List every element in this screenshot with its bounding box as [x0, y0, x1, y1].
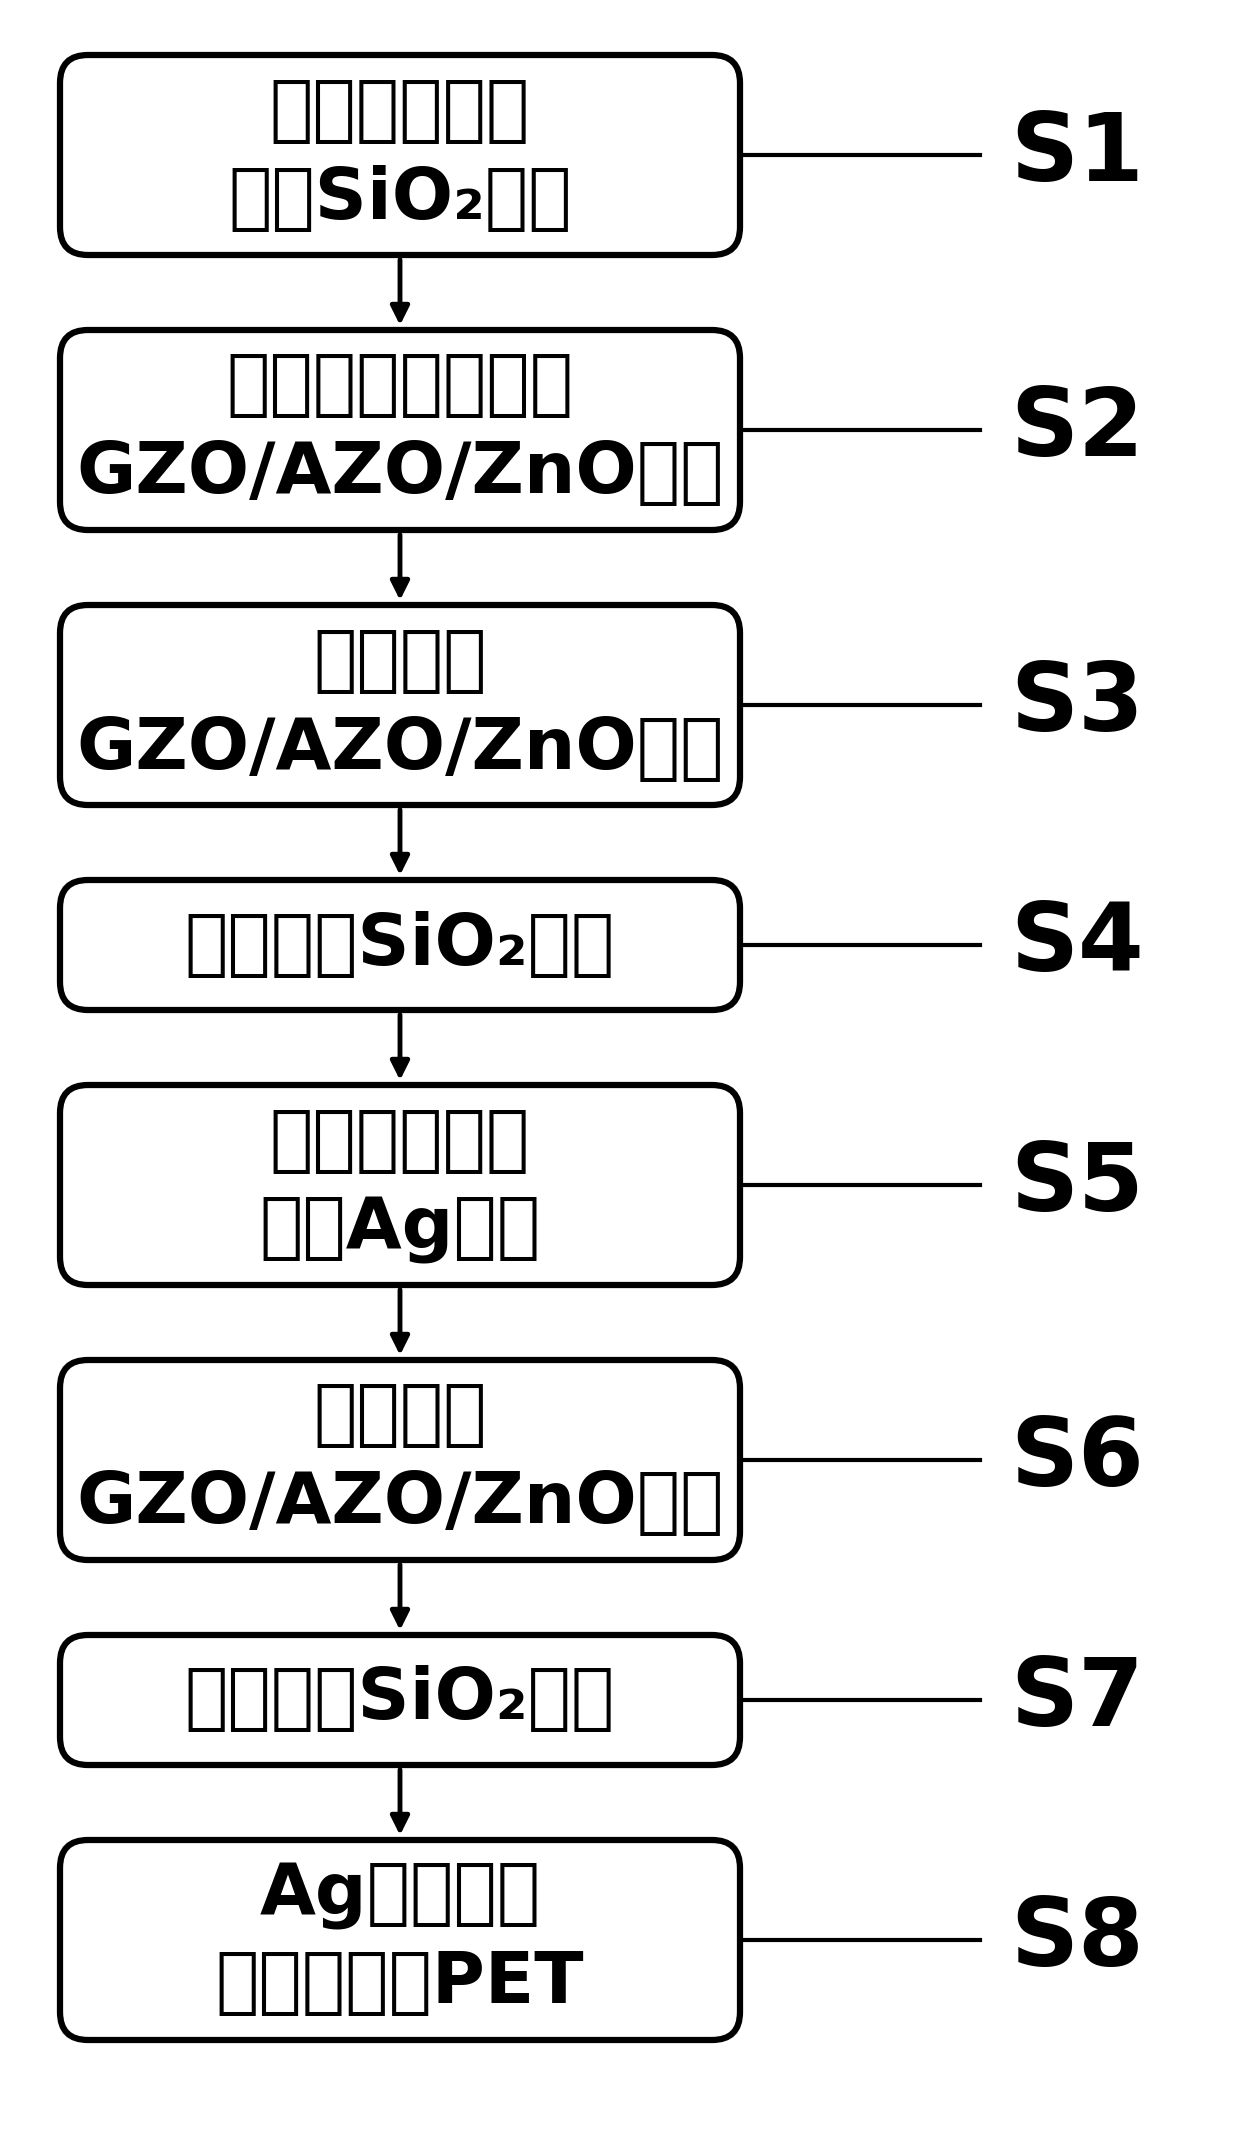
Text: 直流磁控溅射生长: 直流磁控溅射生长: [227, 352, 573, 421]
Text: 射频磁控溅射: 射频磁控溅射: [270, 77, 531, 146]
Text: GZO/AZO/ZnO薄膜: GZO/AZO/ZnO薄膜: [76, 713, 724, 784]
FancyBboxPatch shape: [60, 1360, 740, 1560]
Text: GZO/AZO/ZnO薄膜: GZO/AZO/ZnO薄膜: [76, 1470, 724, 1539]
Text: GZO/AZO/ZnO薄膜: GZO/AZO/ZnO薄膜: [76, 441, 724, 509]
Text: S3: S3: [1011, 660, 1143, 750]
Text: 生长Ag薄膜: 生长Ag薄膜: [259, 1195, 541, 1264]
FancyBboxPatch shape: [60, 1635, 740, 1764]
FancyBboxPatch shape: [60, 56, 740, 256]
Text: S5: S5: [1011, 1139, 1143, 1231]
FancyBboxPatch shape: [60, 1840, 740, 2039]
Text: 湿法刻蚀SiO₂薄膜: 湿法刻蚀SiO₂薄膜: [185, 911, 615, 980]
Text: 湿法剥离SiO₂薄膜: 湿法剥离SiO₂薄膜: [185, 1665, 615, 1734]
FancyBboxPatch shape: [60, 606, 740, 806]
FancyBboxPatch shape: [60, 879, 740, 1010]
Text: S8: S8: [1011, 1893, 1143, 1986]
Text: S6: S6: [1011, 1414, 1143, 1506]
Text: 射频磁控溅射: 射频磁控溅射: [270, 1107, 531, 1176]
FancyBboxPatch shape: [60, 331, 740, 531]
Text: 无损转移至PET: 无损转移至PET: [216, 1949, 584, 2018]
Text: 湿法剥离: 湿法剥离: [314, 1382, 487, 1451]
Text: 湿法刻蚀: 湿法刻蚀: [314, 628, 487, 696]
Text: S7: S7: [1011, 1655, 1143, 1745]
FancyBboxPatch shape: [60, 1085, 740, 1285]
Text: S4: S4: [1011, 898, 1143, 991]
Text: S2: S2: [1011, 385, 1143, 475]
Text: S1: S1: [1011, 110, 1143, 202]
Text: 生长SiO₂薄膜: 生长SiO₂薄膜: [228, 165, 572, 234]
Text: Ag纳米网络: Ag纳米网络: [259, 1861, 541, 1930]
